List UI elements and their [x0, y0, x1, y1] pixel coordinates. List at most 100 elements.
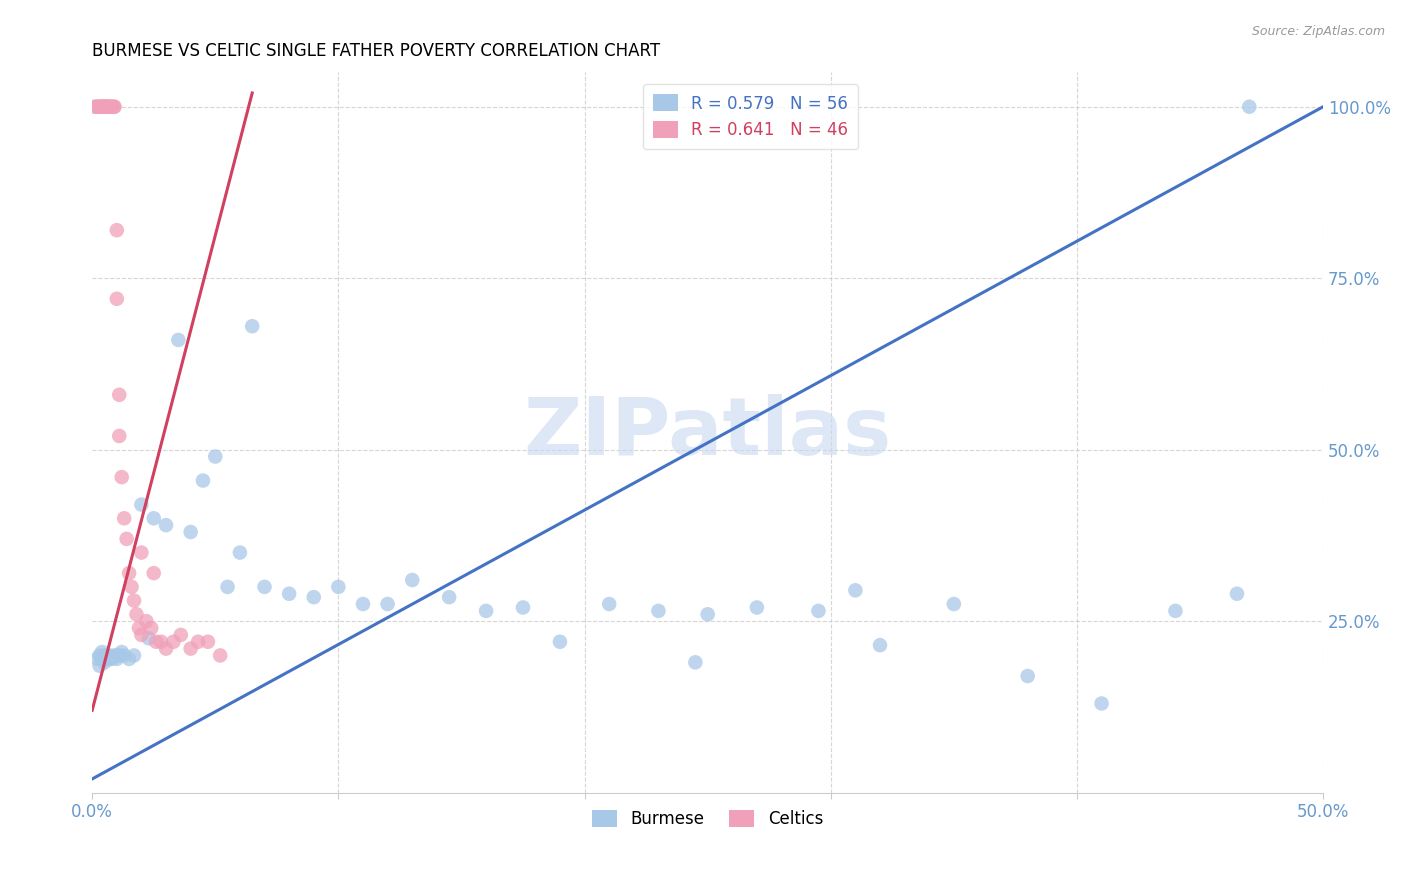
- Point: [685, 656, 707, 670]
- Point: [1164, 604, 1187, 618]
- Point: [302, 590, 325, 604]
- Point: [98, 100, 121, 114]
- Point: [131, 628, 153, 642]
- Point: [745, 600, 768, 615]
- Point: [108, 388, 131, 402]
- Text: ZIPatlas: ZIPatlas: [523, 393, 891, 472]
- Point: [155, 518, 177, 533]
- Point: [105, 223, 128, 237]
- Point: [253, 580, 276, 594]
- Point: [122, 648, 145, 663]
- Point: [103, 100, 125, 114]
- Point: [96, 648, 118, 663]
- Point: [135, 614, 157, 628]
- Point: [167, 333, 190, 347]
- Point: [86, 100, 108, 114]
- Point: [204, 450, 226, 464]
- Point: [155, 641, 177, 656]
- Point: [142, 566, 165, 581]
- Point: [598, 597, 620, 611]
- Point: [807, 604, 830, 618]
- Point: [89, 100, 111, 114]
- Point: [209, 648, 232, 663]
- Point: [103, 648, 125, 663]
- Point: [869, 638, 891, 652]
- Point: [96, 100, 118, 114]
- Point: [91, 645, 114, 659]
- Point: [96, 652, 118, 666]
- Point: [162, 634, 184, 648]
- Point: [101, 100, 124, 114]
- Point: [696, 607, 718, 622]
- Point: [131, 498, 153, 512]
- Point: [118, 566, 141, 581]
- Point: [98, 100, 121, 114]
- Point: [111, 470, 134, 484]
- Point: [93, 100, 115, 114]
- Point: [91, 100, 114, 114]
- Point: [217, 580, 239, 594]
- Point: [125, 607, 148, 622]
- Point: [170, 628, 193, 642]
- Point: [121, 580, 143, 594]
- Point: [105, 292, 128, 306]
- Point: [93, 100, 115, 114]
- Point: [131, 545, 153, 559]
- Point: [101, 100, 124, 114]
- Point: [647, 604, 669, 618]
- Point: [122, 593, 145, 607]
- Point: [191, 474, 214, 488]
- Point: [105, 652, 128, 666]
- Point: [89, 658, 111, 673]
- Legend: Burmese, Celtics: Burmese, Celtics: [585, 803, 830, 835]
- Point: [1017, 669, 1039, 683]
- Point: [93, 100, 115, 114]
- Point: [93, 656, 115, 670]
- Point: [180, 524, 202, 539]
- Point: [1239, 100, 1261, 114]
- Point: [437, 590, 460, 604]
- Point: [111, 645, 134, 659]
- Point: [96, 100, 118, 114]
- Point: [128, 621, 150, 635]
- Point: [89, 648, 111, 663]
- Point: [229, 545, 252, 559]
- Point: [86, 100, 108, 114]
- Point: [512, 600, 534, 615]
- Point: [96, 100, 118, 114]
- Point: [197, 634, 219, 648]
- Point: [1090, 697, 1112, 711]
- Point: [401, 573, 423, 587]
- Point: [377, 597, 399, 611]
- Point: [112, 648, 135, 663]
- Point: [278, 587, 301, 601]
- Point: [180, 641, 202, 656]
- Point: [145, 634, 167, 648]
- Point: [942, 597, 965, 611]
- Point: [150, 634, 173, 648]
- Point: [93, 648, 115, 663]
- Point: [240, 319, 263, 334]
- Point: [142, 511, 165, 525]
- Point: [98, 652, 121, 666]
- Text: Source: ZipAtlas.com: Source: ZipAtlas.com: [1251, 25, 1385, 38]
- Point: [138, 632, 160, 646]
- Point: [98, 648, 121, 663]
- Point: [844, 583, 866, 598]
- Point: [1226, 587, 1249, 601]
- Point: [112, 511, 135, 525]
- Point: [328, 580, 350, 594]
- Point: [105, 648, 128, 663]
- Point: [141, 621, 163, 635]
- Point: [187, 634, 209, 648]
- Text: BURMESE VS CELTIC SINGLE FATHER POVERTY CORRELATION CHART: BURMESE VS CELTIC SINGLE FATHER POVERTY …: [93, 42, 661, 60]
- Point: [89, 100, 111, 114]
- Point: [108, 648, 131, 663]
- Point: [91, 100, 114, 114]
- Point: [91, 100, 114, 114]
- Point: [352, 597, 374, 611]
- Point: [475, 604, 498, 618]
- Point: [118, 652, 141, 666]
- Point: [91, 652, 114, 666]
- Point: [101, 652, 124, 666]
